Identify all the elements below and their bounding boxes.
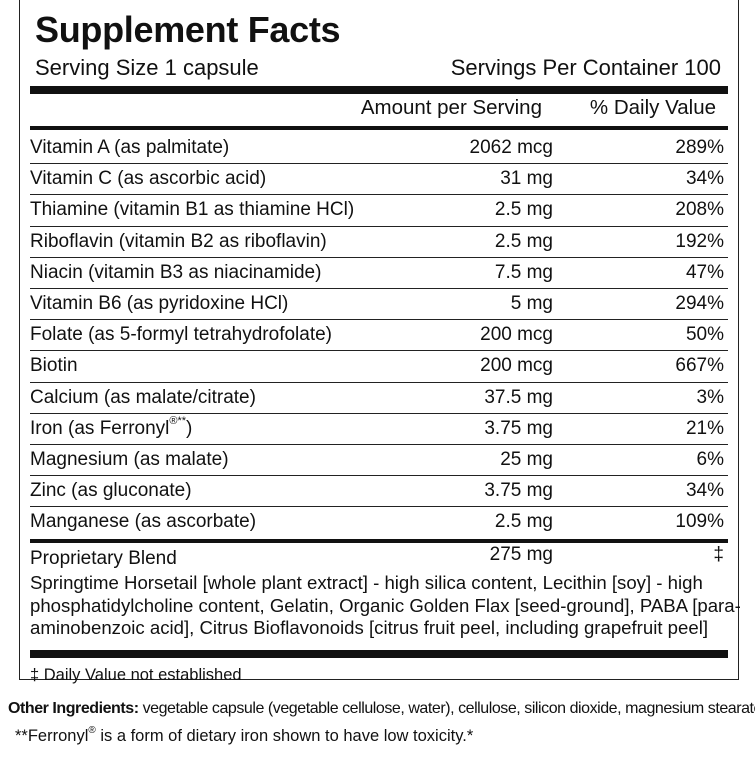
- nutrient-amount: 3.75 mg: [484, 417, 553, 439]
- nutrient-name: Calcium (as malate/citrate): [30, 386, 256, 408]
- nutrient-name: Iron (as Ferronyl®**): [30, 414, 192, 444]
- table-row: Folate (as 5-formyl tetrahydrofolate) 200…: [30, 320, 728, 352]
- servings-per-container: Servings Per Container 100: [450, 55, 721, 80]
- table-row: Riboflavin (vitamin B2 as riboflavin) 2.5…: [30, 227, 728, 258]
- nutrient-daily-value: 21%: [685, 417, 724, 439]
- nutrient-daily-value: 289%: [675, 137, 724, 158]
- nutrient-amount: 2062 mcg: [469, 137, 553, 158]
- supplement-facts-panel: Supplement Facts Serving Size 1 capsule …: [19, 0, 741, 684]
- table-row: Manganese (as ascorbate) 2.5 mg 109%: [30, 507, 728, 538]
- nutrient-daily-value: 208%: [675, 199, 724, 221]
- table-row: Vitamin B6 (as pyridoxine HCl) 5 mg 294%: [30, 289, 728, 321]
- nutrient-name: Riboflavin (vitamin B2 as riboflavin): [30, 230, 327, 252]
- nutrient-name: Niacin (vitamin B3 as niacinamide): [30, 261, 322, 283]
- nutrient-name: Zinc (as gluconate): [30, 480, 192, 502]
- registered-mark: ®**: [169, 415, 187, 428]
- nutrient-name: Vitamin B6 (as pyridoxine HCl): [30, 292, 289, 314]
- blend-amount: 275 mg: [489, 544, 553, 565]
- nutrient-name: Thiamine (vitamin B1 as thiamine HCl): [30, 199, 355, 221]
- serving-size: Serving Size 1 capsule: [35, 55, 259, 80]
- nutrient-amount: 3.75 mg: [484, 480, 553, 502]
- table-row: Thiamine (vitamin B1 as thiamine HCl) 2.5…: [30, 195, 728, 227]
- nutrient-daily-value: 109%: [675, 511, 724, 533]
- nutrient-amount: 7.5 mg: [494, 261, 553, 283]
- header-divider: [30, 126, 728, 130]
- blend-name: Proprietary Blend: [30, 548, 177, 569]
- nutrient-amount: 2.5 mg: [494, 511, 553, 533]
- nutrient-amount: 200 mcg: [480, 355, 553, 377]
- nutrient-amount: 2.5 mg: [494, 199, 553, 221]
- nutrient-daily-value: 47%: [685, 261, 724, 283]
- nutrient-daily-value: 34%: [685, 480, 724, 502]
- blend-divider: [30, 539, 728, 543]
- other-ingredients-text: vegetable capsule (vegetable cellulose, …: [138, 700, 755, 717]
- blend-daily-value: ‡: [713, 544, 724, 565]
- amount-column-header: Amount per Serving: [360, 96, 542, 119]
- other-ingredients: Other Ingredients: vegetable capsule (ve…: [8, 698, 755, 720]
- nutrient-name: Folate (as 5-formyl tetrahydrofolate): [30, 324, 333, 346]
- registered-mark: ®: [88, 724, 96, 736]
- nutrient-daily-value: 6%: [696, 448, 724, 470]
- daily-value-column-header: % Daily Value: [589, 96, 716, 119]
- ferronyl-text: is a form of dietary iron shown to have …: [95, 727, 474, 745]
- other-ingredients-label: Other Ingredients:: [8, 700, 139, 717]
- nutrient-name: Vitamin C (as ascorbic acid): [30, 168, 267, 190]
- nutrient-amount: 31 mg: [500, 168, 553, 190]
- table-row: Magnesium (as malate) 25 mg 6%: [30, 445, 728, 477]
- nutrient-daily-value: 50%: [685, 324, 724, 346]
- nutrient-name: Vitamin A (as palmitate): [30, 137, 230, 158]
- daily-value-footnote: ‡ Daily Value not established: [30, 666, 242, 684]
- table-row: Calcium (as malate/citrate) 37.5 mg 3%: [30, 383, 728, 414]
- nutrient-amount: 2.5 mg: [494, 230, 553, 252]
- table-row: Biotin 200 mcg 667%: [30, 351, 728, 383]
- nutrient-name: Manganese (as ascorbate): [30, 511, 257, 533]
- nutrient-daily-value: 34%: [685, 168, 724, 190]
- thick-divider-bottom: [30, 650, 728, 658]
- nutrient-daily-value: 294%: [675, 292, 724, 314]
- table-row: Zinc (as gluconate) 3.75 mg 34%: [30, 476, 728, 508]
- table-row: Niacin (vitamin B3 as niacinamide) 7.5 mg…: [30, 258, 728, 289]
- table-row: Vitamin C (as ascorbic acid) 31 mg 34%: [30, 164, 728, 196]
- ferronyl-prefix: **Ferronyl: [15, 727, 89, 745]
- nutrient-name-end: ): [186, 417, 193, 439]
- thick-divider-top: [30, 86, 728, 94]
- nutrient-name: Magnesium (as malate): [30, 448, 229, 470]
- nutrient-amount: 200 mcg: [480, 324, 553, 346]
- nutrient-name: Biotin: [30, 355, 78, 377]
- blend-description: Springtime Horsetail [whole plant extrac…: [30, 572, 741, 638]
- panel-title: Supplement Facts: [35, 9, 341, 50]
- nutrient-rows: Vitamin A (as palmitate) 2062 mcg 289% Vit…: [30, 133, 728, 538]
- nutrient-daily-value: 667%: [675, 355, 724, 377]
- nutrient-daily-value: 3%: [696, 386, 724, 408]
- nutrient-name-text: Iron (as Ferronyl: [30, 417, 170, 439]
- nutrient-amount: 5 mg: [510, 292, 553, 314]
- nutrient-amount: 25 mg: [500, 448, 553, 470]
- table-row: Vitamin A (as palmitate) 2062 mcg 289%: [30, 133, 728, 165]
- ferronyl-note: **Ferronyl® is a form of dietary iron sh…: [15, 725, 473, 747]
- nutrient-daily-value: 192%: [675, 230, 724, 252]
- table-row: Iron (as Ferronyl®**) 3.75 mg 21%: [30, 414, 728, 445]
- nutrient-amount: 37.5 mg: [484, 386, 553, 408]
